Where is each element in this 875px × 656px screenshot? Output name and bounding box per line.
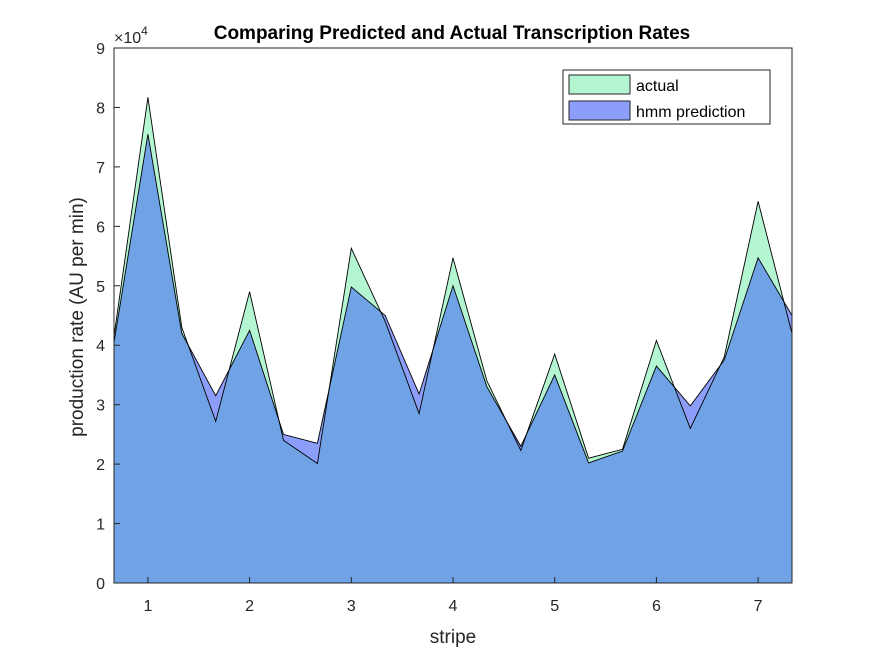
y-tick-label: 6 [96, 219, 105, 236]
legend-swatch-actual [568, 74, 631, 95]
x-tick-label: 3 [347, 598, 356, 615]
y-tick-label: 4 [96, 338, 105, 355]
x-tick-label: 4 [449, 598, 458, 615]
y-tick-label: 0 [96, 576, 105, 593]
legend-swatch-hmm-prediction [568, 100, 631, 121]
axis-ticks: 1 2 3 4 5 6 7 0 1 2 3 4 5 6 7 8 9 [96, 41, 763, 615]
y-tick-label: 1 [96, 517, 105, 534]
x-tick-label: 6 [652, 598, 661, 615]
x-tick-label: 2 [245, 598, 254, 615]
plot-areas [113, 97, 793, 583]
legend-label-hmm-prediction: hmm prediction [636, 104, 745, 121]
x-tick-label: 5 [550, 598, 559, 615]
legend-label-actual: actual [636, 78, 679, 95]
y-tick-label: 5 [96, 279, 105, 296]
y-tick-label: 3 [96, 398, 105, 415]
y-tick-label: 9 [96, 41, 105, 58]
series-line-actual [113, 97, 793, 465]
y-tick-label: 2 [96, 457, 105, 474]
y-tick-label: 8 [96, 100, 105, 117]
y-tick-label: 7 [96, 160, 105, 177]
series-line-hmm-prediction [113, 134, 793, 464]
legend: actual hmm prediction [562, 69, 771, 125]
x-tick-label: 7 [754, 598, 763, 615]
x-tick-label: 1 [143, 598, 152, 615]
series-overlap-area [114, 134, 792, 583]
chart-title: Comparing Predicted and Actual Transcrip… [214, 23, 691, 44]
y-exponent-label: ×104 [114, 24, 148, 47]
y-axis-label: production rate (AU per min) [67, 197, 88, 437]
x-axis-label: stripe [430, 627, 476, 648]
